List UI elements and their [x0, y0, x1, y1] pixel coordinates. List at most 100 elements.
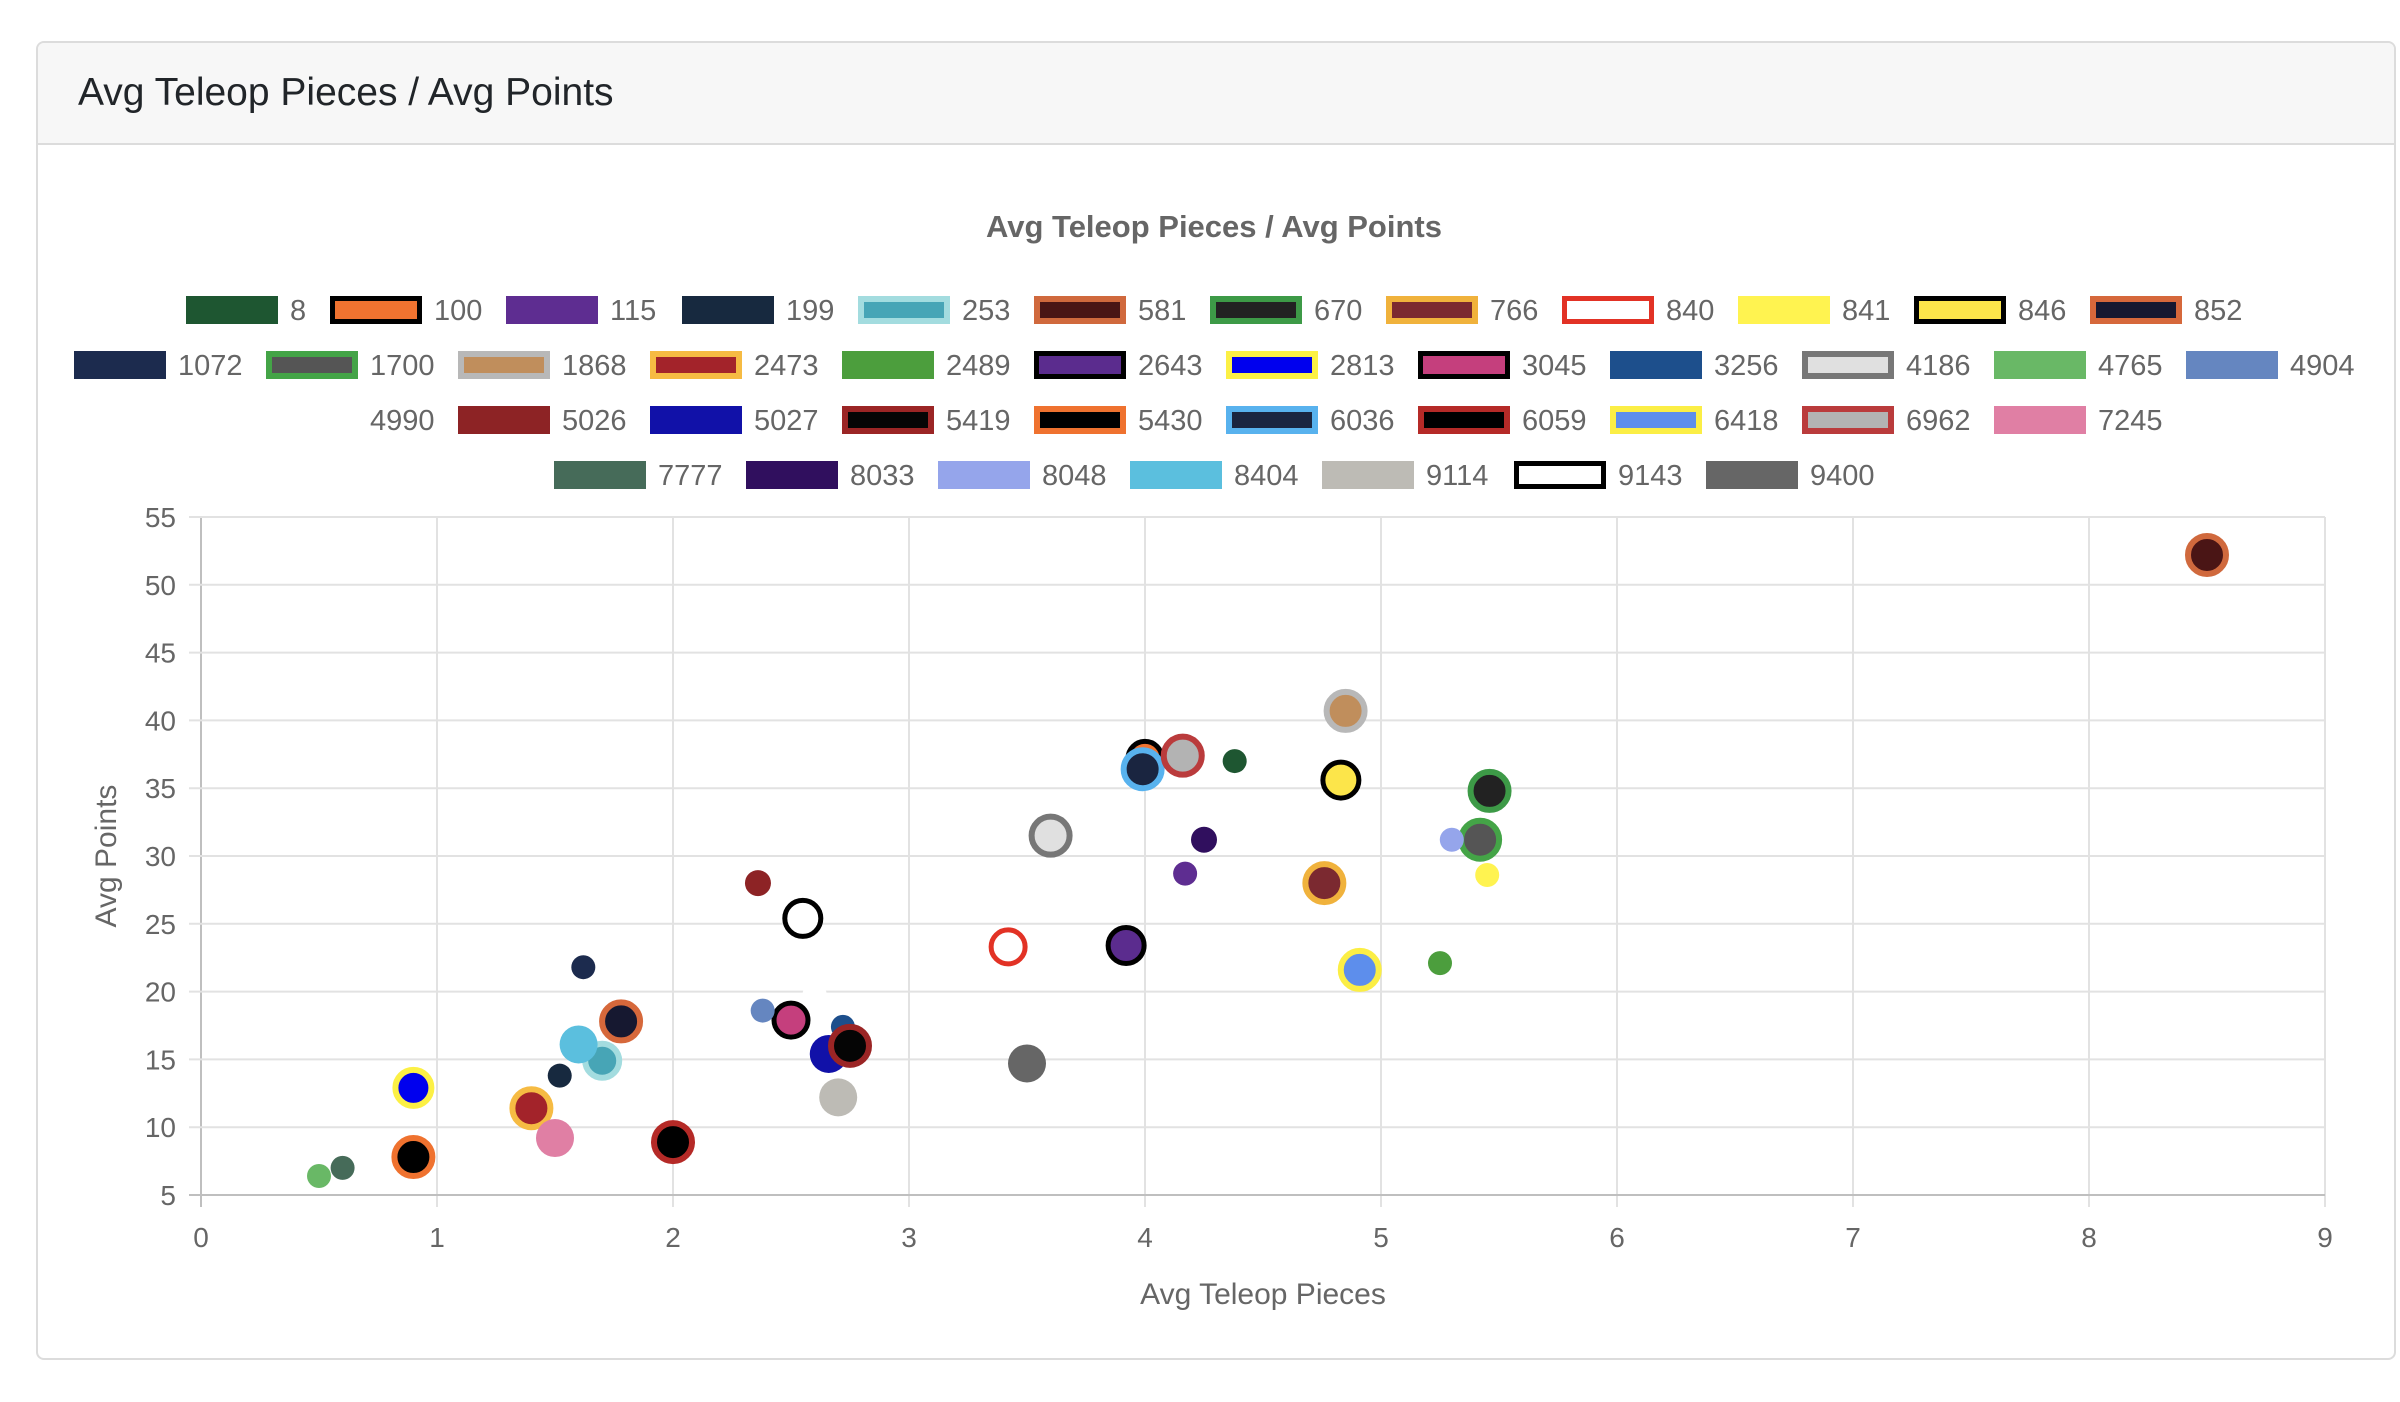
legend-label[interactable]: 841: [1842, 295, 1890, 327]
data-point[interactable]: [1439, 827, 1464, 852]
legend-label[interactable]: 6418: [1714, 405, 1779, 437]
data-point[interactable]: [744, 870, 771, 897]
data-point[interactable]: [1105, 924, 1147, 966]
legend-label[interactable]: 3256: [1714, 350, 1779, 382]
legend-swatch[interactable]: [1226, 406, 1318, 434]
legend-swatch[interactable]: [1994, 406, 2086, 434]
data-point[interactable]: [391, 1135, 436, 1180]
legend-label[interactable]: 4990: [370, 405, 435, 437]
legend-label[interactable]: 5027: [754, 405, 819, 437]
data-point[interactable]: [819, 1078, 858, 1117]
legend-swatch[interactable]: [266, 406, 358, 434]
legend-label[interactable]: 7777: [658, 460, 723, 492]
legend-swatch[interactable]: [1386, 296, 1478, 324]
legend-swatch[interactable]: [1706, 461, 1798, 489]
legend-swatch[interactable]: [1034, 296, 1126, 324]
legend-label[interactable]: 2643: [1138, 350, 1203, 382]
data-point[interactable]: [1173, 861, 1198, 886]
legend-label[interactable]: 8033: [850, 460, 915, 492]
legend-swatch[interactable]: [554, 461, 646, 489]
data-point[interactable]: [1475, 862, 1500, 887]
data-point[interactable]: [599, 999, 644, 1044]
legend-swatch[interactable]: [1034, 351, 1126, 379]
data-point[interactable]: [547, 1063, 572, 1088]
legend-swatch[interactable]: [842, 406, 934, 434]
legend-label[interactable]: 2473: [754, 350, 819, 382]
legend-label[interactable]: 9143: [1618, 460, 1683, 492]
data-point[interactable]: [802, 982, 827, 1007]
legend-label[interactable]: 8: [290, 295, 306, 327]
legend-label[interactable]: 6962: [1906, 405, 1971, 437]
data-point[interactable]: [1008, 1044, 1046, 1083]
data-point[interactable]: [782, 897, 824, 939]
legend-swatch[interactable]: [330, 296, 422, 324]
data-point[interactable]: [307, 1164, 331, 1189]
legend-label[interactable]: 2813: [1330, 350, 1395, 382]
legend-swatch[interactable]: [938, 461, 1030, 489]
legend-swatch[interactable]: [1418, 406, 1510, 434]
legend-swatch[interactable]: [1738, 296, 1830, 324]
legend-label[interactable]: 8048: [1042, 460, 1107, 492]
legend-label[interactable]: 5026: [562, 405, 627, 437]
data-point[interactable]: [2185, 532, 2229, 577]
legend-label[interactable]: 581: [1138, 295, 1186, 327]
data-point[interactable]: [536, 1119, 574, 1158]
legend-label[interactable]: 5419: [946, 405, 1011, 437]
legend-swatch[interactable]: [1802, 406, 1894, 434]
data-point[interactable]: [1458, 817, 1503, 862]
legend-swatch[interactable]: [458, 406, 550, 434]
legend-swatch[interactable]: [1914, 296, 2006, 324]
data-point[interactable]: [1302, 861, 1347, 906]
data-point[interactable]: [1028, 813, 1073, 858]
legend-swatch[interactable]: [1562, 296, 1654, 324]
legend-label[interactable]: 1072: [178, 350, 243, 382]
legend-label[interactable]: 6059: [1522, 405, 1587, 437]
data-point[interactable]: [771, 1000, 811, 1040]
data-point[interactable]: [571, 955, 596, 980]
legend-swatch[interactable]: [842, 351, 934, 379]
legend-label[interactable]: 1700: [370, 350, 435, 382]
legend-label[interactable]: 115: [610, 295, 656, 327]
data-point[interactable]: [828, 1023, 872, 1068]
legend-swatch[interactable]: [186, 296, 278, 324]
data-point[interactable]: [1320, 759, 1362, 801]
data-point[interactable]: [1191, 826, 1217, 853]
data-point[interactable]: [1160, 733, 1205, 778]
legend-label[interactable]: 7245: [2098, 405, 2163, 437]
data-point[interactable]: [651, 1120, 695, 1165]
legend-label[interactable]: 4186: [1906, 350, 1971, 382]
legend-swatch[interactable]: [2090, 296, 2182, 324]
legend-swatch[interactable]: [1210, 296, 1302, 324]
data-point[interactable]: [1222, 749, 1247, 774]
data-point[interactable]: [750, 998, 775, 1023]
data-point[interactable]: [1337, 947, 1382, 992]
legend-swatch[interactable]: [1034, 406, 1126, 434]
data-point[interactable]: [559, 1025, 598, 1064]
data-point[interactable]: [988, 927, 1028, 967]
legend-swatch[interactable]: [506, 296, 598, 324]
legend-label[interactable]: 199: [786, 295, 834, 327]
legend-swatch[interactable]: [1994, 351, 2086, 379]
legend-label[interactable]: 8404: [1234, 460, 1299, 492]
data-point[interactable]: [1428, 951, 1452, 976]
legend-swatch[interactable]: [458, 351, 550, 379]
legend-swatch[interactable]: [1322, 461, 1414, 489]
data-point[interactable]: [509, 1086, 554, 1131]
legend-swatch[interactable]: [266, 351, 358, 379]
legend-swatch[interactable]: [1514, 461, 1606, 489]
legend-swatch[interactable]: [1130, 461, 1222, 489]
legend-label[interactable]: 1868: [562, 350, 627, 382]
legend-label[interactable]: 6036: [1330, 405, 1395, 437]
legend-label[interactable]: 4904: [2290, 350, 2355, 382]
legend-swatch[interactable]: [1418, 351, 1510, 379]
legend-label[interactable]: 4765: [2098, 350, 2163, 382]
legend-swatch[interactable]: [1610, 406, 1702, 434]
legend-label[interactable]: 9400: [1810, 460, 1875, 492]
legend-label[interactable]: 100: [434, 295, 482, 327]
legend-label[interactable]: 852: [2194, 295, 2242, 327]
legend-label[interactable]: 846: [2018, 295, 2066, 327]
legend-swatch[interactable]: [682, 296, 774, 324]
legend-label[interactable]: 5430: [1138, 405, 1203, 437]
legend-swatch[interactable]: [1802, 351, 1894, 379]
data-point[interactable]: [330, 1155, 355, 1180]
